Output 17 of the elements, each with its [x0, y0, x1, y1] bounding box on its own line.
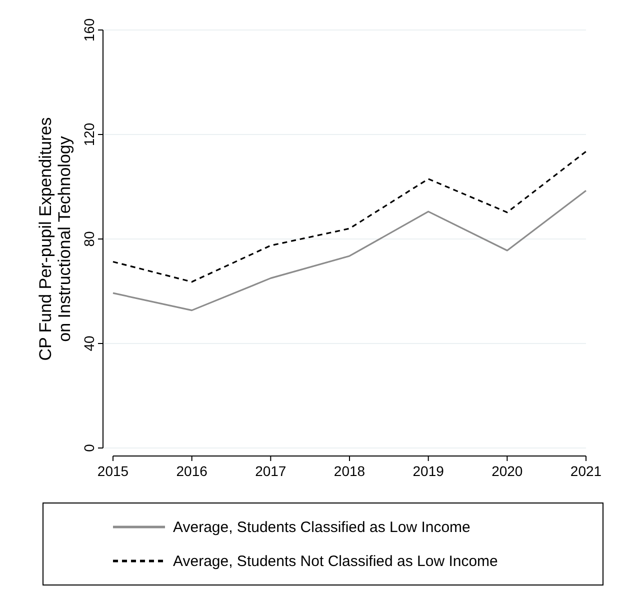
- x-tick-label: 2021: [570, 463, 602, 479]
- line-series: [112, 150, 587, 283]
- x-tick-label: 2020: [492, 463, 523, 479]
- y-tick-label: 160: [81, 18, 97, 42]
- y-tick-label: 0: [81, 444, 97, 452]
- x-tick-label: 2017: [255, 463, 286, 479]
- line-series: [112, 190, 587, 312]
- y-tick-label: 120: [81, 122, 97, 146]
- y-axis-title: CP Fund Per-pupil Expenditures on Instructional Technology: [36, 117, 74, 361]
- y-tick-label: 80: [81, 231, 97, 247]
- x-tick-label: 2015: [97, 463, 129, 479]
- legend-label: Average, Students Not Classified as Low Income: [173, 553, 498, 570]
- x-tick-label: 2018: [334, 463, 366, 479]
- legend-label: Average, Students Classified as Low Income: [173, 519, 470, 536]
- y-tick-label: 40: [81, 336, 97, 352]
- x-tick-label: 2019: [412, 463, 444, 479]
- x-tick-label: 2016: [176, 463, 208, 479]
